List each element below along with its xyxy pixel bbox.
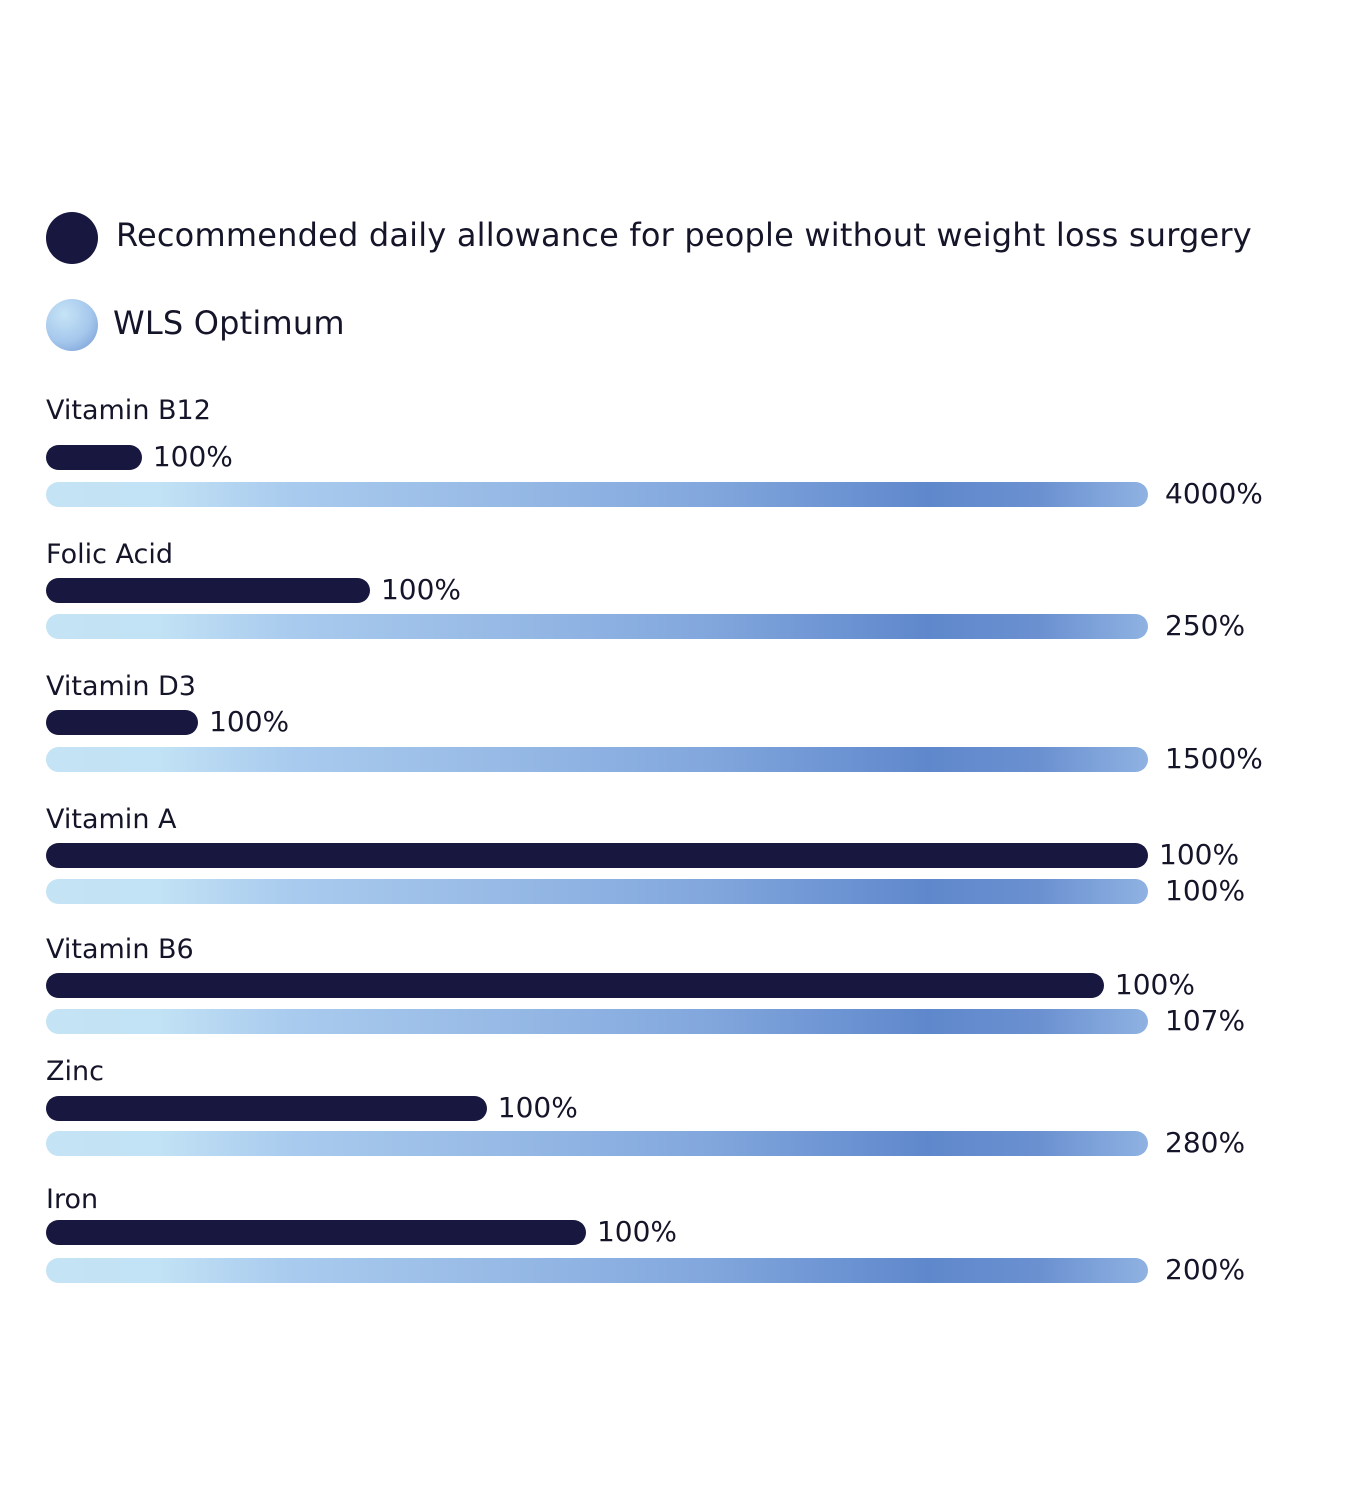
bar-rda (46, 578, 370, 603)
value-label-wls: 1500% (1165, 742, 1263, 775)
category-label: Vitamin A (46, 804, 177, 835)
value-label-wls: 100% (1165, 874, 1246, 907)
bar-rda (46, 1096, 487, 1121)
category-label: Vitamin B12 (46, 395, 211, 426)
legend-swatch-rda (46, 212, 98, 264)
category-label: Folic Acid (46, 539, 173, 570)
legend-label-wls: WLS Optimum (113, 304, 345, 342)
value-label-wls: 250% (1165, 609, 1246, 642)
category-label: Iron (46, 1184, 99, 1215)
bar-rda (46, 973, 1104, 998)
bar-wls (46, 747, 1148, 772)
value-label-wls: 280% (1165, 1126, 1246, 1159)
value-label-rda: 100% (152, 440, 233, 473)
bar-rda (46, 843, 1148, 868)
bar-wls (46, 1009, 1148, 1034)
value-label-wls: 200% (1165, 1253, 1246, 1286)
value-label-rda: 100% (380, 573, 462, 606)
legend-label-rda: Recommended daily allowance for people w… (116, 216, 1252, 254)
category-label: Vitamin B6 (46, 934, 194, 965)
bar-wls (46, 1131, 1148, 1156)
bar-wls (46, 482, 1148, 507)
bar-wls (46, 1258, 1148, 1283)
bar-rda (46, 1220, 586, 1245)
category-label: Vitamin D3 (46, 671, 196, 702)
value-label-wls: 107% (1165, 1004, 1246, 1037)
legend-swatch-wls (46, 299, 98, 351)
bar-rda (46, 445, 142, 470)
value-label-rda: 100% (497, 1091, 578, 1124)
value-label-rda: 100% (1114, 968, 1195, 1001)
value-label-rda: 100% (596, 1215, 678, 1248)
category-label: Zinc (46, 1056, 104, 1087)
value-label-rda: 100% (1159, 838, 1240, 871)
bar-wls (46, 614, 1148, 639)
bar-wls (46, 879, 1148, 904)
value-label-rda: 100% (209, 705, 290, 738)
bar-rda (46, 710, 199, 735)
value-label-wls: 4000% (1165, 477, 1263, 510)
